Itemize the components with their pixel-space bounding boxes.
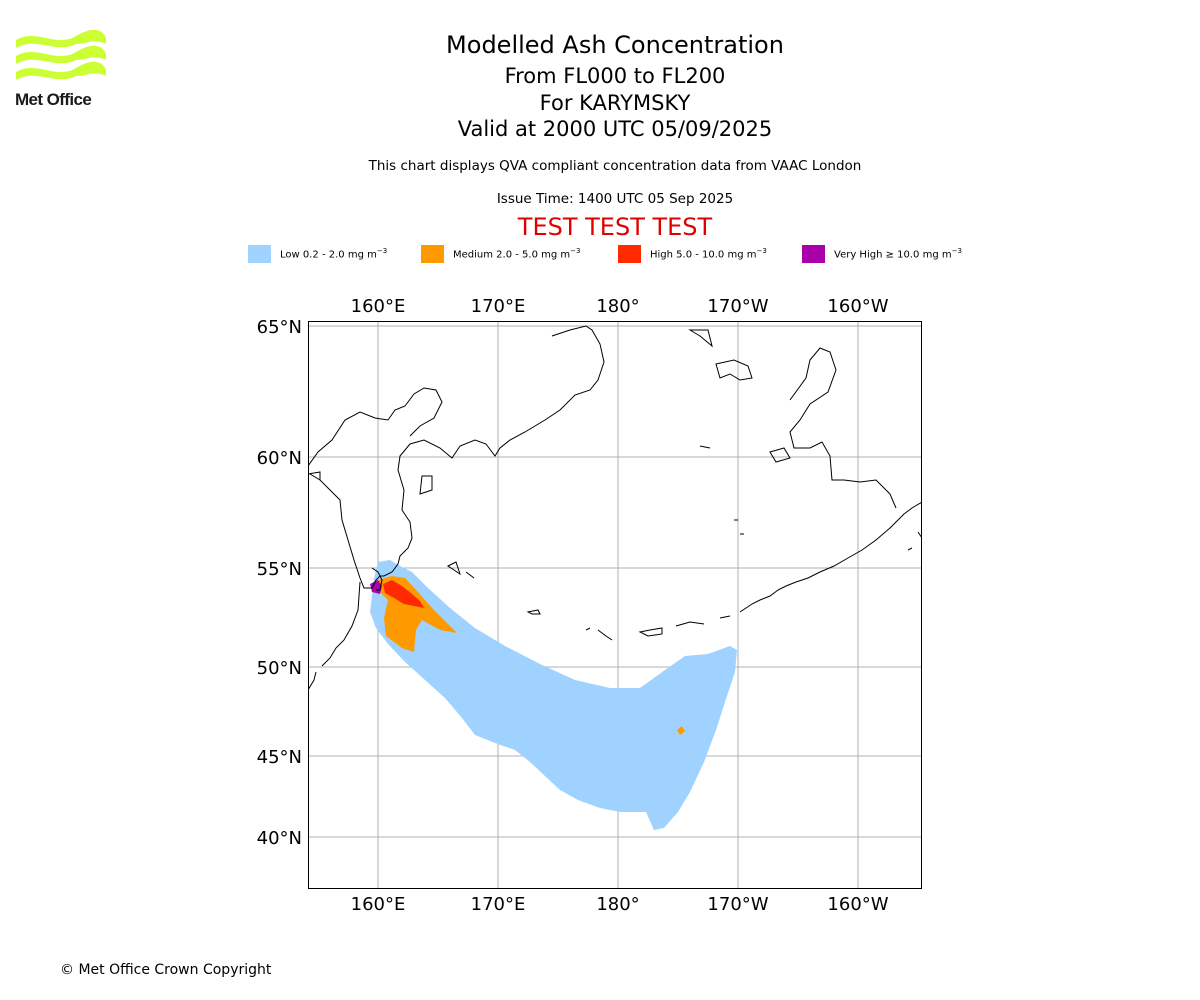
- chart-title: Modelled Ash Concentration: [446, 31, 784, 59]
- legend-swatch-low: [248, 245, 271, 263]
- chart-description: This chart displays QVA compliant concen…: [368, 158, 862, 174]
- lon-label-top-170e: 170°E: [471, 296, 526, 317]
- legend-swatch-high: [618, 245, 641, 263]
- lat-label-40n: 40°N: [257, 828, 302, 849]
- legend-item-very-high: Very High ≥ 10.0 mg m−3: [802, 244, 962, 264]
- lat-label-65n: 65°N: [257, 317, 302, 338]
- legend-swatch-very-high: [802, 245, 825, 263]
- coastlines: [308, 325, 922, 691]
- legend-label-high: High 5.0 - 10.0 mg m: [650, 249, 757, 261]
- ash-plume-high: [383, 580, 424, 608]
- lon-label-bottom-160w: 160°W: [827, 894, 888, 915]
- test-banner: TEST TEST TEST: [517, 213, 713, 241]
- legend-label-low: Low 0.2 - 2.0 mg m: [280, 249, 377, 261]
- legend: Low 0.2 - 2.0 mg m−3 Medium 2.0 - 5.0 mg…: [0, 244, 1200, 264]
- lat-label-45n: 45°N: [257, 747, 302, 768]
- lon-label-bottom-160e: 160°E: [351, 894, 406, 915]
- logo-waves-icon: [16, 30, 106, 80]
- lon-label-top-160w: 160°W: [827, 296, 888, 317]
- issue-time: Issue Time: 1400 UTC 05 Sep 2025: [496, 191, 734, 207]
- legend-label-medium: Medium 2.0 - 5.0 mg m: [453, 249, 571, 261]
- volcano-name: For KARYMSKY: [539, 91, 691, 115]
- legend-item-low: Low 0.2 - 2.0 mg m−3: [248, 244, 387, 264]
- lon-label-bottom-170w: 170°W: [707, 894, 768, 915]
- valid-time: Valid at 2000 UTC 05/09/2025: [457, 117, 773, 141]
- lon-label-bottom-170e: 170°E: [471, 894, 526, 915]
- lat-label-55n: 55°N: [257, 559, 302, 580]
- lat-label-60n: 60°N: [257, 448, 302, 469]
- legend-item-medium: Medium 2.0 - 5.0 mg m−3: [421, 244, 580, 264]
- ash-patch-medium: [677, 726, 685, 735]
- lon-label-bottom-180: 180°: [596, 894, 639, 915]
- legend-label-very-high: Very High ≥ 10.0 mg m: [834, 249, 952, 261]
- legend-item-high: High 5.0 - 10.0 mg m−3: [618, 244, 767, 264]
- lon-label-top-170w: 170°W: [707, 296, 768, 317]
- copyright-notice: © Met Office Crown Copyright: [60, 962, 272, 978]
- lat-label-50n: 50°N: [257, 658, 302, 679]
- met-office-logo: Met Office: [14, 30, 110, 112]
- logo-text: Met Office: [15, 90, 92, 109]
- lon-label-top-160e: 160°E: [351, 296, 406, 317]
- legend-swatch-medium: [421, 245, 444, 263]
- flight-levels: From FL000 to FL200: [504, 64, 726, 88]
- ash-plume-low: [370, 560, 737, 830]
- lon-label-top-180: 180°: [596, 296, 639, 317]
- map-frame: [308, 321, 922, 889]
